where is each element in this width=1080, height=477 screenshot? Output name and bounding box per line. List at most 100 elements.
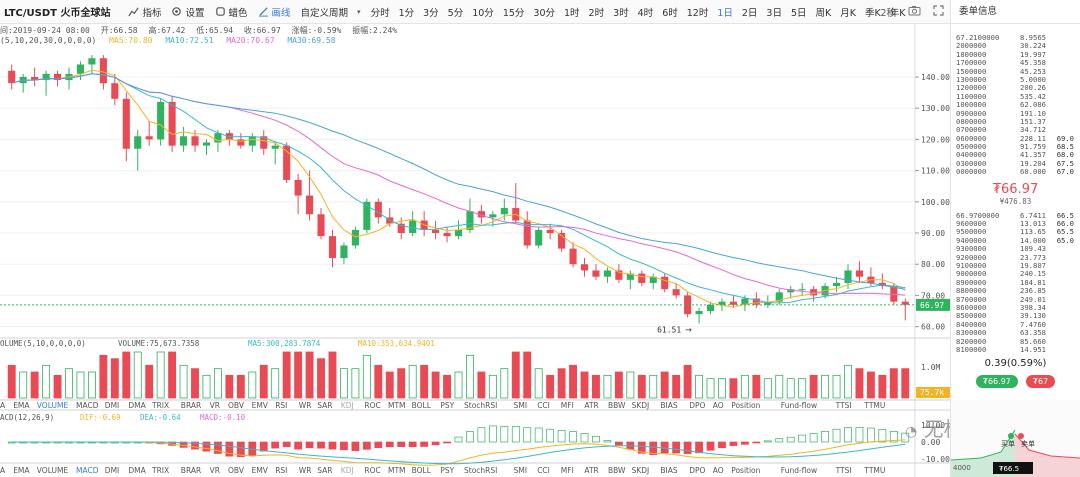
macd-indicator-tab[interactable]: ROC xyxy=(364,466,380,475)
bids-row[interactable]: 8700000 249.01 xyxy=(951,295,1080,304)
bids-row[interactable]: 9100000 19.807 xyxy=(951,261,1080,270)
timeframe-11[interactable]: 6时 xyxy=(662,7,678,19)
volume-indicator-tab[interactable]: BIAS xyxy=(660,401,677,410)
pair-title[interactable]: LTC/USDT 火币全球站 xyxy=(4,8,111,19)
volume-indicator-tab[interactable]: TTSI xyxy=(835,401,852,410)
timeframe-16[interactable]: 5日 xyxy=(790,7,807,19)
timeframe-13[interactable]: 1日 xyxy=(717,7,733,19)
timeframe-20[interactable]: 年K xyxy=(889,7,906,19)
asks-row[interactable]: 1500000 45.253 xyxy=(951,67,1080,76)
bids-row[interactable]: 9400000 14.000 65.0 xyxy=(951,236,1080,245)
settings-button[interactable]: 设置 xyxy=(171,5,205,19)
fullscreen-icon[interactable] xyxy=(933,5,944,19)
timeframe-18[interactable]: 月K xyxy=(840,7,856,19)
macd-indicator-tab[interactable]: MFI xyxy=(561,466,574,475)
macd-indicator-tab[interactable]: EMV xyxy=(252,466,269,475)
volume-indicator-tab[interactable]: StochRSI xyxy=(464,401,497,410)
bids-row[interactable]: 66.9700000 6.7411 66.5 xyxy=(951,211,1080,220)
timeframe-4[interactable]: 10分 xyxy=(472,7,494,19)
asks-row[interactable]: 1700000 45.358 xyxy=(951,58,1080,67)
camera-icon[interactable] xyxy=(908,5,921,19)
volume-indicator-tab[interactable]: DMA xyxy=(128,401,146,410)
macd-indicator-tab[interactable]: TTMU xyxy=(863,466,885,475)
volume-indicator-tab[interactable]: EMA xyxy=(13,401,30,410)
volume-indicator-tab[interactable]: DPO xyxy=(689,401,705,410)
asks-row[interactable]: 0900000 191.10 xyxy=(951,109,1080,118)
volume-indicator-tab[interactable]: Fund-flow xyxy=(781,401,817,410)
asks-row[interactable]: 0000000 60.000 67.0 xyxy=(951,167,1080,176)
volume-indicator-tab[interactable]: KDJ xyxy=(341,401,354,410)
asks-row[interactable]: 0500000 91.759 68.5 xyxy=(951,142,1080,151)
macd-indicator-tab[interactable]: DPO xyxy=(689,466,705,475)
bids-row[interactable]: 9300000 109.43 xyxy=(951,244,1080,253)
volume-indicator-tab[interactable]: BRAR xyxy=(181,401,201,410)
macd-indicator-tab[interactable]: CCI xyxy=(537,466,550,475)
volume-indicator-tab[interactable]: PSY xyxy=(440,401,454,410)
macd-indicator-tab[interactable]: KDJ xyxy=(341,466,354,475)
macd-indicator-tab[interactable]: StochRSI xyxy=(464,466,497,475)
refresh-interval[interactable]: 2秒 xyxy=(880,8,896,19)
timeframe-17[interactable]: 周K xyxy=(815,7,832,19)
timeframe-3[interactable]: 5分 xyxy=(447,7,464,19)
bids-row[interactable]: 8100000 14.951 xyxy=(951,345,1080,354)
asks-row[interactable]: 1000000 62.086 xyxy=(951,100,1080,109)
asks-row[interactable]: 1800000 19.997 xyxy=(951,50,1080,59)
macd-indicator-tab[interactable]: BOLL xyxy=(412,466,432,475)
volume-indicator-tab[interactable]: BBW xyxy=(608,401,626,410)
macd-indicator-tab[interactable]: VR xyxy=(210,466,220,475)
volume-indicator-tab[interactable]: MACD xyxy=(76,401,99,410)
bids-row[interactable]: 8500000 39.130 xyxy=(951,311,1080,320)
volume-indicator-tab[interactable]: VOLUME xyxy=(37,401,69,410)
asks-row[interactable]: 0600000 228.11 69.0 xyxy=(951,134,1080,143)
macd-indicator-tab[interactable]: PSY xyxy=(440,466,454,475)
macd-indicator-tab[interactable]: TTSI xyxy=(835,466,852,475)
indicator-button[interactable]: 指标 xyxy=(128,5,161,19)
volume-indicator-tab[interactable]: DMI xyxy=(105,401,119,410)
timeframe-6[interactable]: 30分 xyxy=(533,7,555,19)
kline-chart[interactable]: 140.00 130.00 120.00 110.00 100.00 90.00 80.00… xyxy=(0,24,950,477)
macd-indicator-tab[interactable]: WR xyxy=(299,466,312,475)
volume-indicator-tab[interactable]: WR xyxy=(299,401,312,410)
macd-indicator-tab[interactable]: MTM xyxy=(388,466,406,475)
macd-indicator-tab[interactable]: EMA xyxy=(13,466,30,475)
asks-row[interactable]: 67.2100000 8.9565 xyxy=(951,33,1080,42)
volume-indicator-tab[interactable]: SKDJ xyxy=(632,401,650,410)
asks-row[interactable]: 1100000 535.42 xyxy=(951,92,1080,101)
custom-period-chevron-icon[interactable]: ▾ xyxy=(357,7,361,16)
volume-indicator-tab[interactable]: Position xyxy=(731,401,760,410)
asks-row[interactable]: 0800000 151.37 xyxy=(951,117,1080,126)
bids-row[interactable]: 8200000 85.660 xyxy=(951,337,1080,346)
macd-indicator-tab[interactable]: Position xyxy=(731,466,760,475)
macd-indicator-tab[interactable]: OBV xyxy=(228,466,245,475)
macd-indicator-tab[interactable]: SMI xyxy=(514,466,527,475)
sell-button[interactable]: ₮67 xyxy=(1025,375,1056,389)
bids-row[interactable]: 8900000 184.81 xyxy=(951,278,1080,287)
timeframe-0[interactable]: 分时 xyxy=(370,7,390,19)
bids-row[interactable]: 8800000 236.85 xyxy=(951,286,1080,295)
draw-line-button[interactable]: 画线 xyxy=(258,5,291,19)
custom-period-button[interactable]: 自定义周期 xyxy=(300,7,349,19)
bids-row[interactable]: 9500000 113.65 65.5 xyxy=(951,228,1080,237)
asks-row[interactable]: 2000000 30.224 xyxy=(951,41,1080,50)
macd-indicator-tab[interactable]: BRAR xyxy=(181,466,201,475)
bids-row[interactable]: 8600000 398.34 xyxy=(951,303,1080,312)
volume-indicator-tab[interactable]: TRIX xyxy=(151,401,169,410)
timeframe-9[interactable]: 3时 xyxy=(613,7,629,19)
timeframe-7[interactable]: 1时 xyxy=(564,7,580,19)
volume-indicator-tab[interactable]: RSI xyxy=(275,401,287,410)
asks-row[interactable]: 0700000 34.712 xyxy=(951,125,1080,134)
timeframe-15[interactable]: 3日 xyxy=(766,7,782,19)
volume-indicator-tab[interactable]: BOLL xyxy=(412,401,432,410)
macd-indicator-tab[interactable]: DMA xyxy=(128,466,146,475)
timeframe-2[interactable]: 3分 xyxy=(423,7,439,19)
macd-indicator-tab[interactable]: RSI xyxy=(275,466,287,475)
macd-indicator-tab[interactable]: Fund-flow xyxy=(781,466,817,475)
volume-indicator-tab[interactable]: ATR xyxy=(584,401,598,410)
timeframe-19[interactable]: 季K xyxy=(864,7,881,19)
macd-indicator-tab[interactable]: DMI xyxy=(105,466,119,475)
asks-row[interactable]: 1300000 5.0000 xyxy=(951,75,1080,84)
volume-indicator-tab[interactable]: VR xyxy=(210,401,220,410)
timeframe-14[interactable]: 2日 xyxy=(741,7,758,19)
volume-indicator-tab[interactable]: OBV xyxy=(228,401,245,410)
macd-indicator-tab[interactable]: AO xyxy=(713,466,724,475)
